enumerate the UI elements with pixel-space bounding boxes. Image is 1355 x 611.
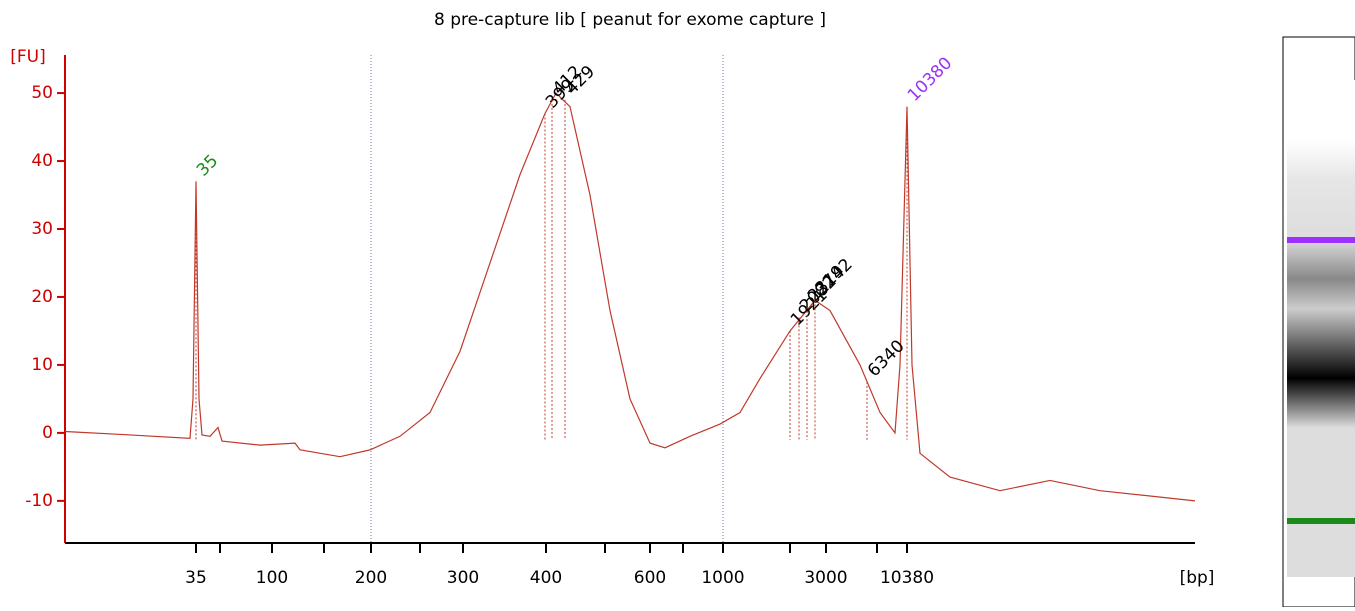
y-axis-label: [FU]	[10, 47, 46, 67]
x-tick-label: 400	[530, 568, 562, 588]
y-tick-label: 0	[42, 423, 53, 443]
x-tick-label: 3000	[804, 568, 847, 588]
peak-label: 6340	[864, 336, 909, 381]
x-tick-label: 1000	[701, 568, 744, 588]
x-tick-label: 200	[355, 568, 387, 588]
y-tick-label: 50	[31, 83, 53, 103]
chart-title: 8 pre-capture lib [ peanut for exome cap…	[434, 10, 826, 30]
y-tick-label: 10	[31, 355, 53, 375]
x-tick-label: 100	[256, 568, 288, 588]
peak-label: 10380	[904, 53, 956, 105]
x-tick-label: 35	[185, 568, 207, 588]
gel-lane	[1287, 80, 1355, 577]
y-tick-label: 40	[31, 151, 53, 171]
x-tick-label: 10380	[880, 568, 934, 588]
y-tick-label: 20	[31, 287, 53, 307]
x-tick-label: 600	[634, 568, 666, 588]
y-tick-label: -10	[25, 491, 53, 511]
x-axis-label: [bp]	[1180, 568, 1215, 588]
x-tick-label: 300	[447, 568, 479, 588]
trace	[64, 92, 1196, 502]
peak-label: 35	[193, 151, 222, 180]
gel-upper-marker	[1287, 237, 1355, 243]
y-tick-label: 30	[31, 219, 53, 239]
gel-lower-marker	[1287, 518, 1355, 524]
